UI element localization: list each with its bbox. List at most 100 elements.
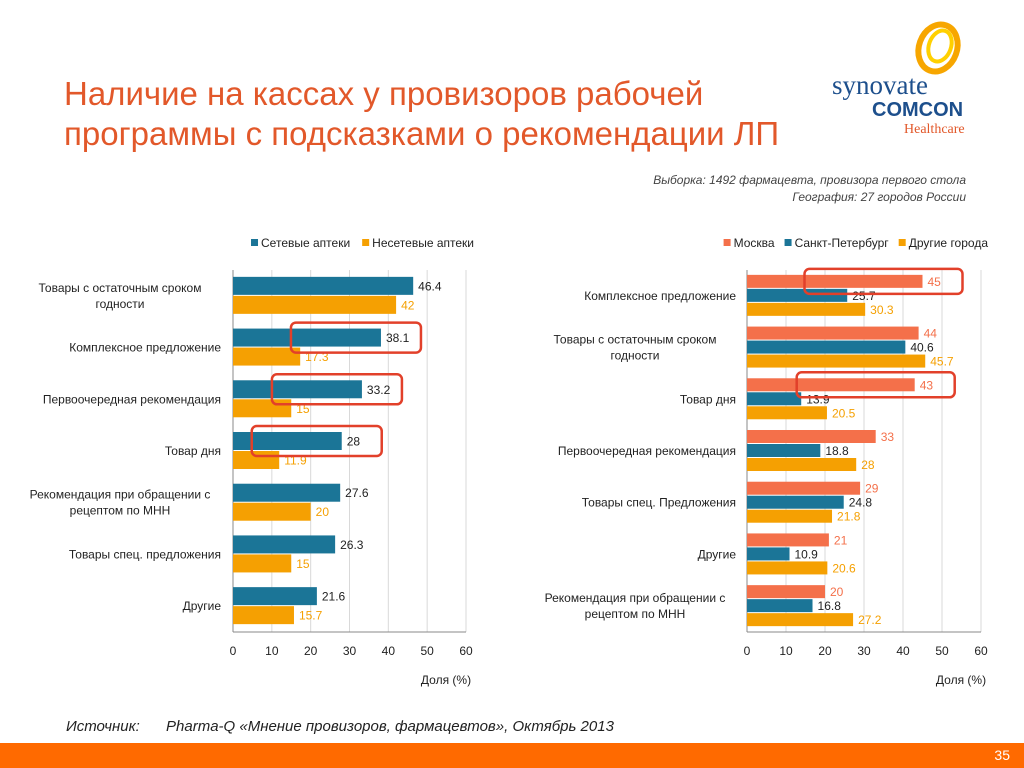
data-label: 20.5 xyxy=(832,406,856,420)
bar xyxy=(747,392,802,406)
bar xyxy=(747,354,926,368)
x-axis-label: Доля (%) xyxy=(421,673,471,687)
x-tick-label: 30 xyxy=(857,644,871,658)
bar xyxy=(233,587,317,606)
legend-label: Москва xyxy=(734,236,775,250)
category-label: годности xyxy=(610,349,659,363)
data-label: 28 xyxy=(861,458,875,472)
data-label: 15 xyxy=(296,557,310,571)
legend-swatch xyxy=(898,239,906,246)
category-label: Комплексное предложение xyxy=(584,289,736,303)
bar xyxy=(747,561,828,575)
bar xyxy=(233,276,414,295)
bar xyxy=(233,554,292,573)
legend-swatch xyxy=(784,239,792,246)
data-label: 45.7 xyxy=(930,355,954,369)
x-tick-label: 50 xyxy=(420,644,434,658)
data-label: 30.3 xyxy=(870,303,894,317)
x-tick-label: 60 xyxy=(459,644,473,658)
data-label: 29 xyxy=(865,482,879,496)
category-label: Комплексное предложение xyxy=(69,341,221,355)
data-label: 24.8 xyxy=(849,496,873,510)
legend-label: Несетевые аптеки xyxy=(372,236,474,250)
highlight-box xyxy=(795,371,956,399)
data-label: 20 xyxy=(316,505,330,519)
bar xyxy=(233,502,311,521)
bar xyxy=(747,599,813,613)
bar xyxy=(233,399,292,418)
logo-comcon: COMCON xyxy=(872,99,963,121)
bar xyxy=(747,444,821,457)
legend-swatch xyxy=(723,239,731,246)
category-label: Товары с остаточным сроком xyxy=(39,281,202,295)
data-label: 45 xyxy=(928,275,942,289)
bar xyxy=(233,328,381,347)
data-label: 15.7 xyxy=(299,609,323,623)
x-axis-label: Доля (%) xyxy=(936,673,986,687)
category-label: Первоочередная рекомендация xyxy=(558,444,736,458)
bar xyxy=(747,585,825,599)
data-label: 27.2 xyxy=(858,613,882,627)
highlight-box xyxy=(803,267,964,296)
bar xyxy=(233,535,336,554)
bar xyxy=(233,483,341,502)
legend-swatch xyxy=(251,239,259,246)
category-label: рецептом по МНН xyxy=(70,504,171,518)
data-label: 10.9 xyxy=(795,547,819,561)
bar xyxy=(233,295,397,314)
x-tick-label: 60 xyxy=(974,644,988,658)
x-tick-label: 30 xyxy=(343,644,357,658)
bar-charts: 0 10 20 30 40 50 60 Доля (%) Несетевые аптеки Сет… xyxy=(30,236,989,687)
category-label: Товар дня xyxy=(165,444,221,458)
geography-text: География: 27 городов России xyxy=(792,190,966,204)
x-tick-label: 0 xyxy=(230,644,237,658)
data-label: 13.9 xyxy=(806,392,830,406)
footer-bar: 35 xyxy=(0,743,1024,768)
data-label: 33 xyxy=(881,430,895,444)
bar xyxy=(747,274,923,288)
x-tick-label: 20 xyxy=(818,644,832,658)
category-label: Первоочередная рекомендация xyxy=(43,392,221,406)
category-label: годности xyxy=(95,297,144,311)
bar xyxy=(747,509,833,523)
highlight-box xyxy=(289,321,423,354)
bar xyxy=(747,326,919,340)
logo-synovate: synovate xyxy=(832,70,928,100)
bar xyxy=(747,481,861,495)
category-label: рецептом по МНН xyxy=(585,607,686,621)
data-label: 33.2 xyxy=(367,383,391,397)
data-label: 21 xyxy=(834,533,848,547)
legend-swatch xyxy=(362,239,370,246)
bar xyxy=(233,451,280,469)
logo-healthcare: Healthcare xyxy=(904,122,965,137)
bar xyxy=(747,378,915,392)
data-label: 26.3 xyxy=(340,538,364,552)
highlight-box xyxy=(270,373,404,406)
bar xyxy=(747,288,848,302)
data-label: 21.6 xyxy=(322,590,346,604)
bar xyxy=(233,432,342,450)
bar xyxy=(747,340,906,354)
bar xyxy=(747,495,844,509)
data-label: 40.6 xyxy=(910,341,934,355)
x-tick-label: 10 xyxy=(779,644,793,658)
bar xyxy=(747,547,790,561)
bar xyxy=(233,606,294,625)
x-tick-label: 40 xyxy=(382,644,396,658)
source-text: Pharma-Q «Мнение провизоров, фармацевтов… xyxy=(166,718,614,735)
data-label: 42 xyxy=(401,298,415,312)
legend-label: Другие города xyxy=(909,236,989,250)
category-label: Рекомендация при обращении с xyxy=(30,488,211,502)
page-number: 35 xyxy=(994,747,1010,763)
category-label: Другие xyxy=(698,547,737,561)
bar xyxy=(747,533,829,547)
x-tick-label: 0 xyxy=(744,644,751,658)
data-label: 46.4 xyxy=(418,279,442,293)
sample-info: Выборка: 1492 фармацевта, провизора перв… xyxy=(653,172,966,206)
category-label: Товары спец. Предложения xyxy=(582,496,736,510)
data-label: 20.6 xyxy=(832,561,856,575)
data-label: 16.8 xyxy=(818,599,842,613)
legend-label: Сетевые аптеки xyxy=(261,236,350,250)
sample-size-text: Выборка: 1492 фармацевта, провизора перв… xyxy=(653,173,966,187)
x-tick-label: 40 xyxy=(896,644,910,658)
